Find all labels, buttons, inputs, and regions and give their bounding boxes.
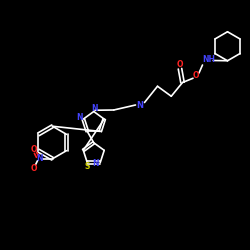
Text: S: S — [84, 162, 90, 171]
Text: O: O — [193, 70, 199, 80]
Text: N: N — [91, 104, 98, 113]
Text: O: O — [31, 164, 37, 173]
Text: O: O — [31, 145, 37, 154]
Text: N: N — [36, 154, 43, 163]
Text: O: O — [176, 60, 183, 69]
Text: N: N — [76, 113, 82, 122]
Text: NH: NH — [203, 56, 216, 64]
Text: N: N — [136, 100, 143, 110]
Text: N: N — [93, 160, 99, 168]
